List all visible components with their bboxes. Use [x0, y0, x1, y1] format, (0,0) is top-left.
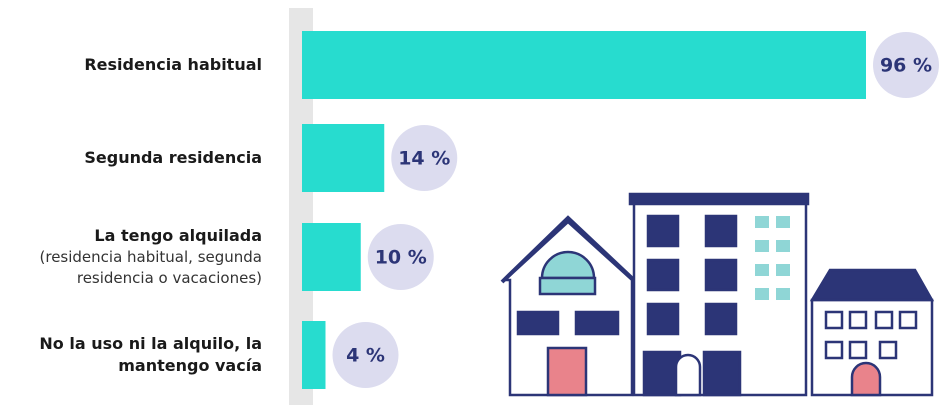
category-note: (residencia habitual, segunda residencia…: [0, 247, 262, 289]
category-name: La tengo alquilada: [0, 225, 262, 247]
bar: [302, 124, 384, 192]
value-label: 10 %: [375, 247, 427, 269]
chart: 96 % 14 % 10 % 4 % Residencia habitual Segun…: [0, 0, 940, 409]
value-label: 4 %: [346, 345, 385, 367]
building-illustration: [502, 194, 932, 395]
value-label: 96 %: [880, 55, 932, 77]
category-label: No la uso ni la alquilo, la mantengo vac…: [0, 333, 262, 377]
category-name: No la uso ni la alquilo, la mantengo vac…: [0, 333, 262, 377]
category-name: Residencia habitual: [0, 54, 262, 76]
category-label: Residencia habitual: [0, 54, 262, 76]
category-label: La tengo alquilada(residencia habitual, …: [0, 225, 262, 289]
category-label: Segunda residencia: [0, 147, 262, 169]
bar: [302, 31, 866, 99]
value-label: 14 %: [398, 148, 450, 170]
bar: [302, 321, 326, 389]
category-name: Segunda residencia: [0, 147, 262, 169]
bar: [302, 223, 361, 291]
